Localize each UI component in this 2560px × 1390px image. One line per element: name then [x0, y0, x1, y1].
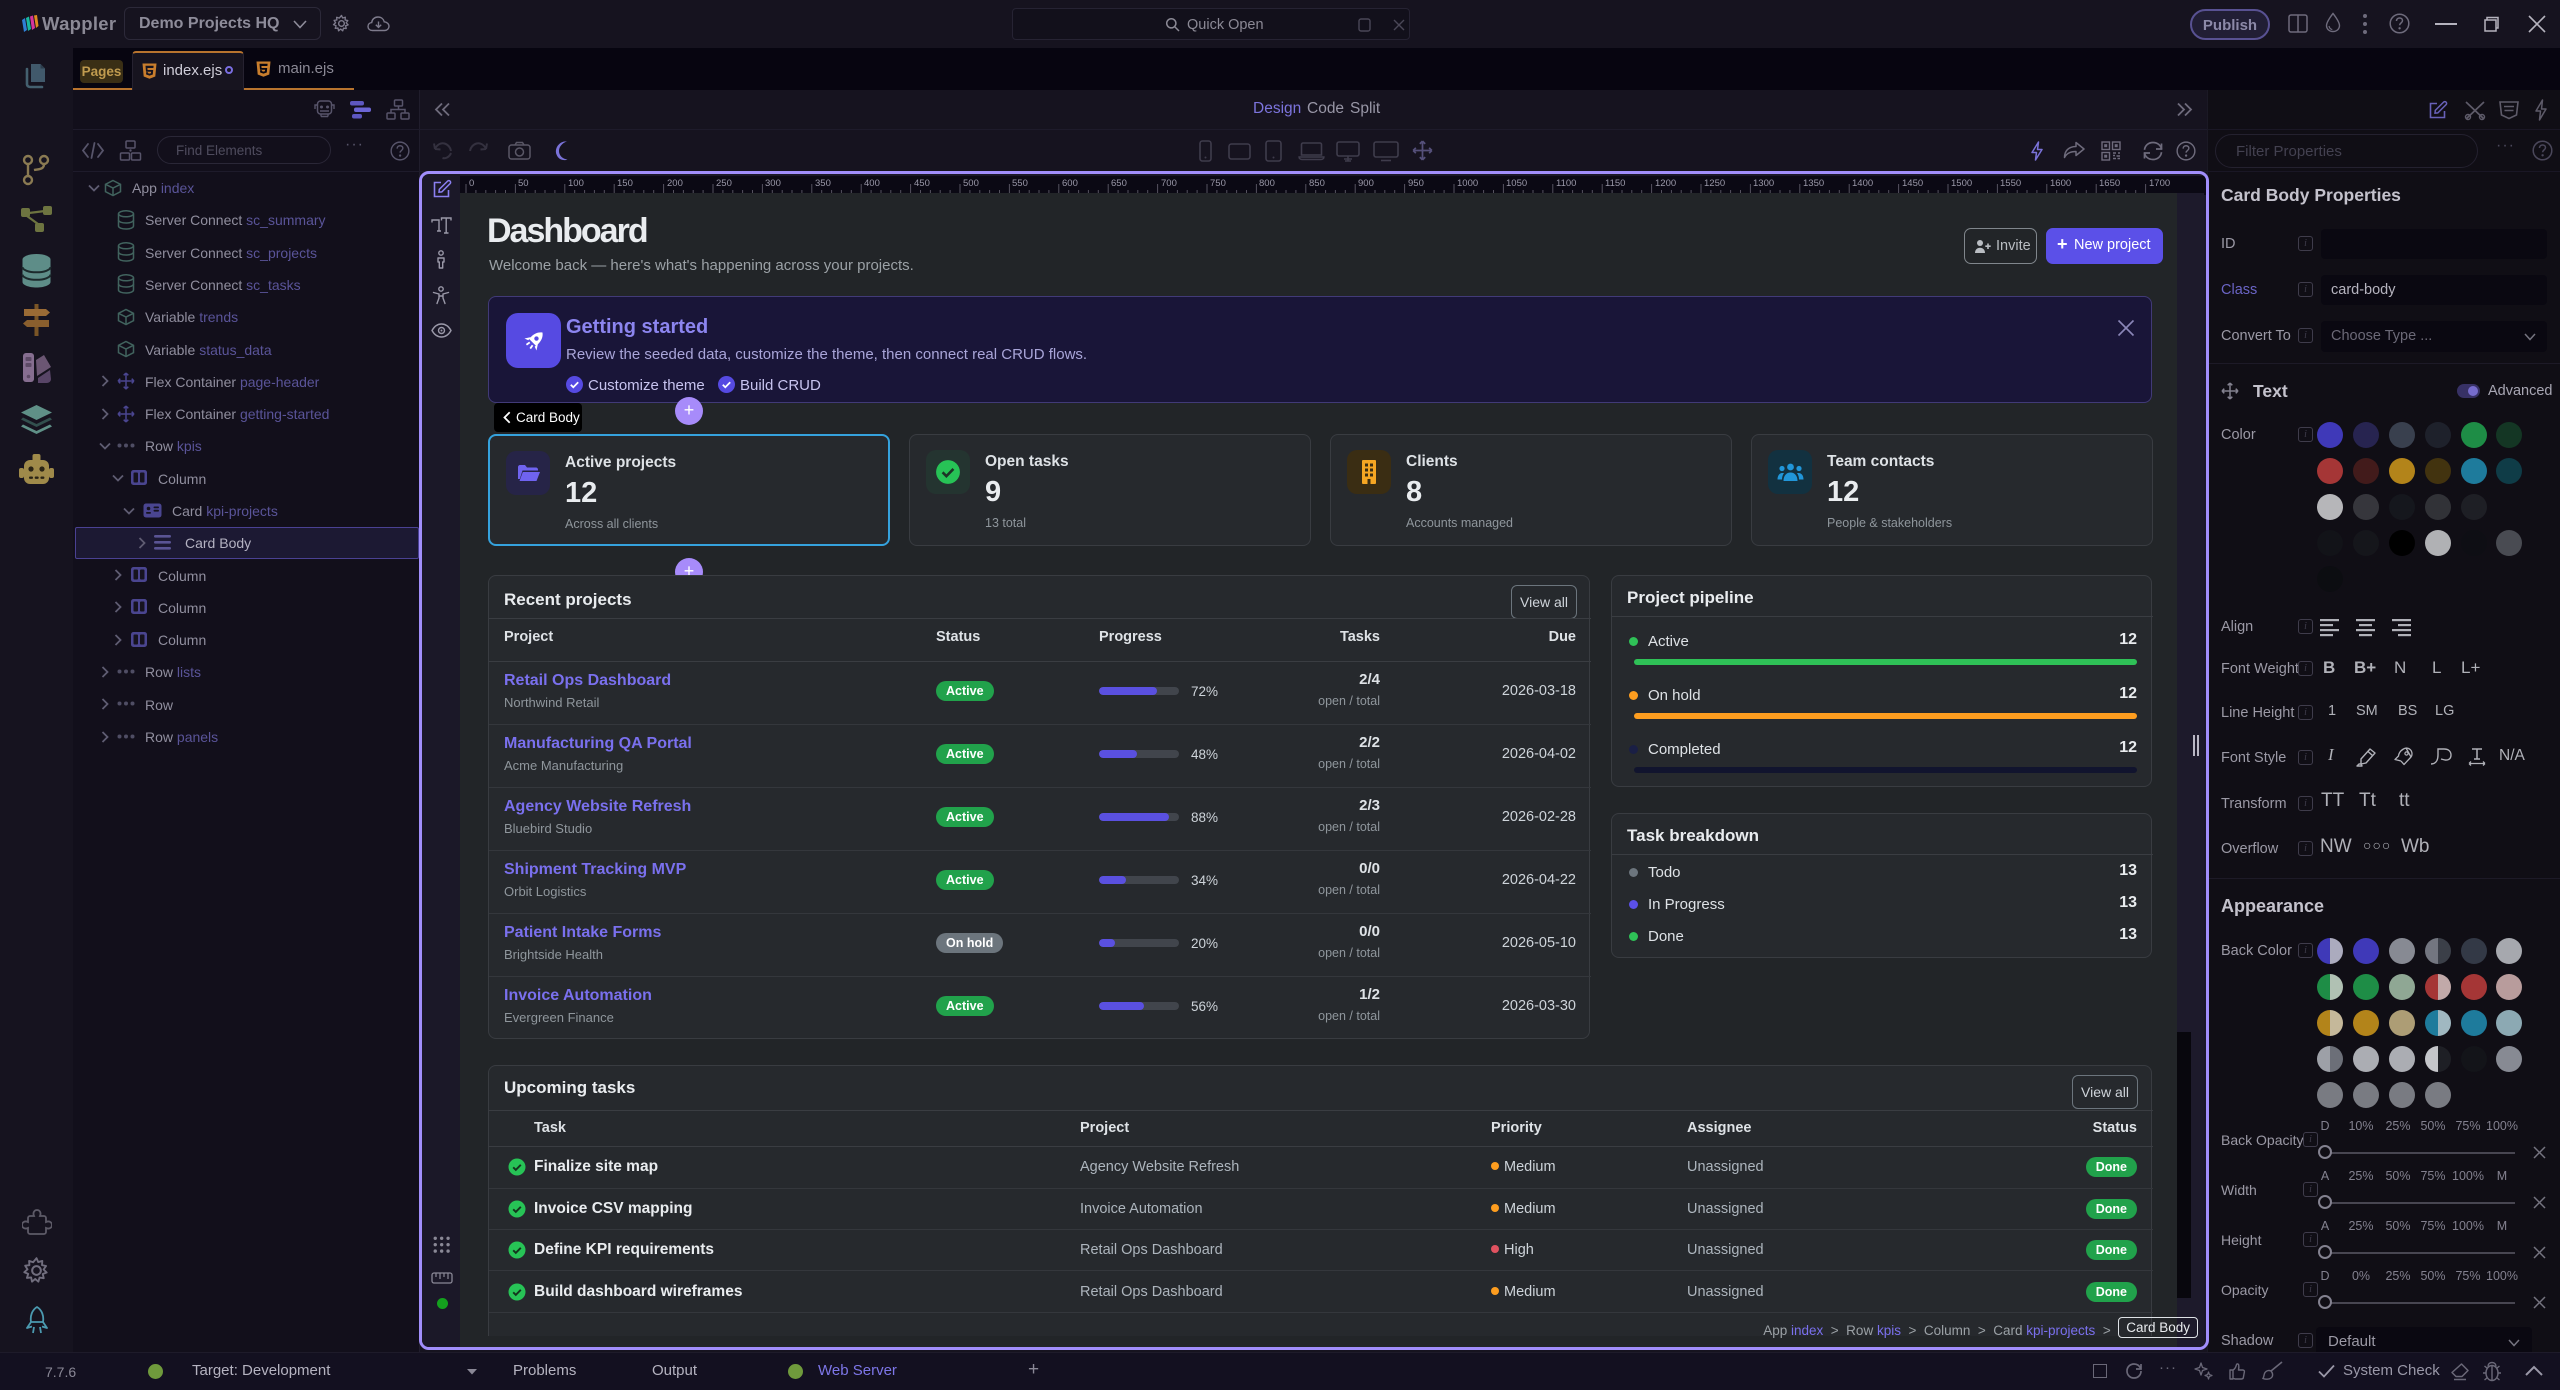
svg-text:1150: 1150 [1605, 178, 1625, 189]
svg-text:400: 400 [864, 178, 880, 189]
svg-text:0: 0 [469, 178, 474, 189]
svg-text:1400: 1400 [1852, 178, 1873, 189]
svg-text:1000: 1000 [1457, 178, 1478, 189]
svg-text:600: 600 [1062, 178, 1078, 189]
svg-text:1550: 1550 [2000, 178, 2021, 189]
svg-text:1650: 1650 [2099, 178, 2120, 189]
svg-text:300: 300 [765, 178, 781, 189]
svg-text:650: 650 [1111, 178, 1127, 189]
svg-text:150: 150 [617, 178, 633, 189]
svg-text:700: 700 [1161, 178, 1177, 189]
svg-text:1500: 1500 [1951, 178, 1972, 189]
svg-text:850: 850 [1309, 178, 1325, 189]
svg-text:450: 450 [914, 178, 930, 189]
svg-text:350: 350 [815, 178, 831, 189]
svg-text:200: 200 [667, 178, 683, 189]
svg-text:1450: 1450 [1902, 178, 1923, 189]
svg-text:900: 900 [1358, 178, 1374, 189]
svg-text:50: 50 [518, 178, 529, 189]
svg-text:950: 950 [1408, 178, 1424, 189]
svg-text:1600: 1600 [2050, 178, 2071, 189]
svg-text:500: 500 [963, 178, 979, 189]
svg-text:750: 750 [1210, 178, 1226, 189]
svg-text:550: 550 [1012, 178, 1028, 189]
svg-text:1350: 1350 [1803, 178, 1824, 189]
svg-text:1200: 1200 [1655, 178, 1676, 189]
svg-text:100: 100 [568, 178, 584, 189]
svg-text:1050: 1050 [1506, 178, 1527, 189]
svg-text:250: 250 [716, 178, 732, 189]
svg-text:1100: 1100 [1556, 178, 1576, 189]
svg-text:1300: 1300 [1753, 178, 1774, 189]
svg-text:1250: 1250 [1704, 178, 1725, 189]
svg-text:800: 800 [1259, 178, 1275, 189]
svg-text:1700: 1700 [2149, 178, 2170, 189]
